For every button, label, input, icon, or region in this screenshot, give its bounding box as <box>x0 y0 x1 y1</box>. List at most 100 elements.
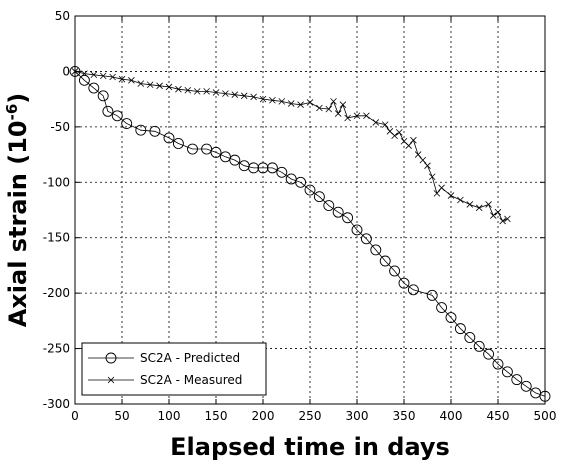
legend-marker <box>107 376 115 384</box>
data-point <box>184 86 192 94</box>
x-tick-label: 150 <box>205 409 228 423</box>
data-point <box>266 162 278 174</box>
data-point <box>250 93 257 101</box>
data-point <box>539 390 551 402</box>
data-point <box>109 73 116 81</box>
data-point <box>99 72 107 80</box>
data-point <box>485 201 492 208</box>
data-point <box>175 85 182 93</box>
y-axis-title-suffix: ) <box>4 93 32 104</box>
data-point <box>259 95 267 103</box>
data-point <box>88 82 100 94</box>
data-point <box>389 265 401 277</box>
data-point <box>428 173 436 181</box>
data-point <box>511 374 523 386</box>
legend-label: SC2A - Predicted <box>140 351 240 365</box>
data-point <box>483 348 495 360</box>
data-point <box>135 124 147 136</box>
data-point <box>102 105 114 117</box>
data-point <box>287 100 295 107</box>
data-point <box>438 184 445 192</box>
x-tick-label: 250 <box>299 409 322 423</box>
data-point <box>146 81 154 89</box>
y-tick-label: 50 <box>55 9 70 23</box>
data-point <box>222 90 229 97</box>
data-point <box>414 151 422 158</box>
data-point <box>504 215 511 223</box>
data-point <box>475 204 483 212</box>
data-point <box>530 387 542 399</box>
series-predicted <box>69 65 551 402</box>
y-tick-label: -200 <box>43 286 70 300</box>
data-point <box>248 162 260 174</box>
axis-ticks: 0 50 100 150 200 250 300 350 400 450 500500-50-100… <box>43 9 557 423</box>
data-point <box>111 110 123 122</box>
data-point <box>407 284 419 296</box>
data-point <box>269 96 276 104</box>
data-point <box>398 277 410 289</box>
data-point <box>464 332 476 343</box>
data-point <box>165 83 173 91</box>
data-point <box>304 184 316 196</box>
data-point <box>156 82 163 90</box>
x-tick-label: 300 <box>346 409 369 423</box>
data-point <box>229 154 241 166</box>
data-point <box>323 200 335 212</box>
data-point <box>445 312 457 323</box>
data-point <box>240 92 248 100</box>
data-point <box>372 119 380 126</box>
y-tick-label: -150 <box>43 231 70 245</box>
y-tick-label: -300 <box>43 397 70 411</box>
data-point <box>424 162 431 169</box>
data-point <box>325 105 333 113</box>
grid-lines <box>75 16 545 404</box>
legend-entry: SC2A - Measured <box>88 373 242 387</box>
data-point <box>490 212 497 219</box>
data-point <box>193 88 201 95</box>
data-point <box>203 88 210 95</box>
data-point <box>219 151 231 163</box>
data-point <box>276 166 288 178</box>
data-point <box>81 70 88 77</box>
series-line <box>74 71 508 222</box>
data-point <box>419 156 427 164</box>
data-point <box>334 110 342 117</box>
data-point <box>370 244 382 256</box>
data-point <box>344 114 351 122</box>
data-point <box>433 190 441 197</box>
data-point <box>78 74 90 86</box>
data-point <box>351 224 363 236</box>
data-point <box>330 98 337 105</box>
data-point <box>501 366 513 378</box>
y-axis-title: Axial strain (10-6) <box>3 93 32 328</box>
legend-entry: SC2A - Predicted <box>88 351 240 365</box>
x-tick-label: 0 <box>71 409 79 423</box>
data-point <box>163 132 175 144</box>
y-tick-label: -50 <box>50 120 70 134</box>
data-point <box>137 80 145 87</box>
data-point <box>285 173 297 185</box>
series-line <box>74 71 546 397</box>
data-point <box>97 90 109 102</box>
data-point <box>426 289 438 301</box>
data-point <box>201 143 213 155</box>
x-axis-title: Elapsed time in days <box>170 433 450 461</box>
data-point <box>90 71 98 79</box>
data-point <box>410 136 417 144</box>
data-point <box>499 217 506 225</box>
data-point <box>494 208 502 216</box>
data-point <box>306 99 314 106</box>
data-point <box>363 112 370 120</box>
y-tick-label: -100 <box>43 175 70 189</box>
data-point <box>71 68 79 75</box>
data-point <box>118 75 126 83</box>
data-point <box>405 142 412 149</box>
x-tick-label: 350 <box>393 409 416 423</box>
data-point <box>381 121 389 128</box>
data-point <box>360 233 372 245</box>
data-point <box>172 138 184 149</box>
data-point <box>466 201 474 208</box>
data-point <box>257 162 269 174</box>
data-point <box>128 77 135 84</box>
